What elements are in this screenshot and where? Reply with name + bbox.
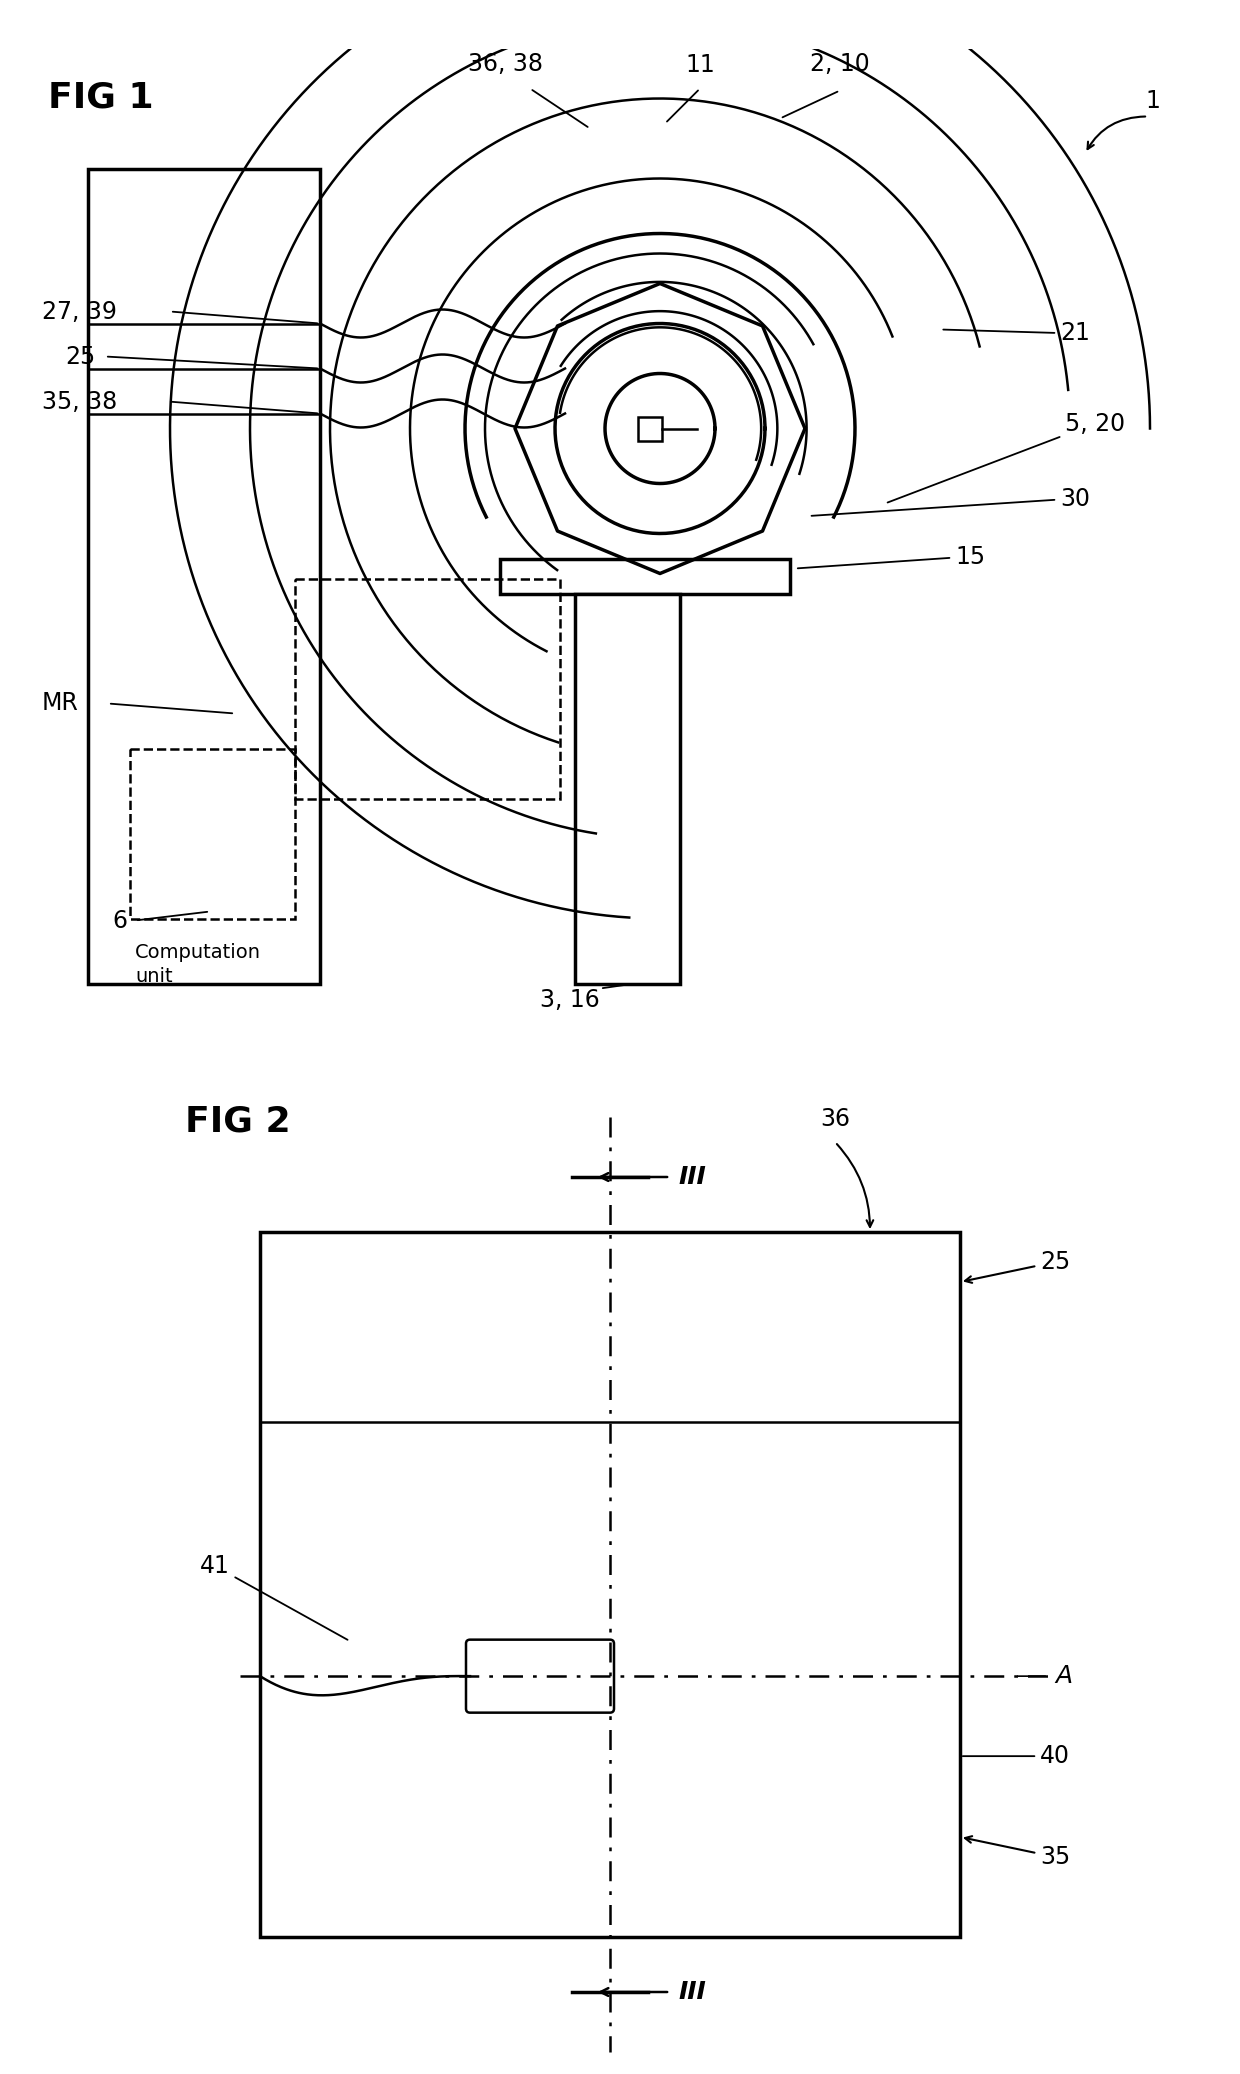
Text: 3, 16: 3, 16 bbox=[541, 989, 600, 1012]
Text: III: III bbox=[678, 1981, 706, 2003]
Text: 27, 39: 27, 39 bbox=[42, 299, 117, 324]
Text: 15: 15 bbox=[797, 545, 985, 568]
Text: 5, 20: 5, 20 bbox=[888, 411, 1125, 502]
Text: MR: MR bbox=[42, 691, 79, 716]
FancyBboxPatch shape bbox=[466, 1641, 614, 1713]
Text: 21: 21 bbox=[944, 321, 1090, 346]
Bar bbox=[88, 168, 320, 983]
Text: 6: 6 bbox=[112, 908, 126, 933]
Text: 11: 11 bbox=[686, 52, 715, 77]
Text: 36: 36 bbox=[820, 1108, 849, 1130]
Text: 30: 30 bbox=[811, 487, 1090, 516]
Text: 36, 38: 36, 38 bbox=[467, 52, 543, 77]
Text: FIG 2: FIG 2 bbox=[185, 1105, 290, 1139]
Bar bbox=[639, 417, 662, 440]
Bar bbox=[130, 749, 295, 919]
Text: 25: 25 bbox=[64, 344, 95, 369]
Text: 35, 38: 35, 38 bbox=[42, 390, 118, 413]
Bar bbox=[295, 579, 560, 798]
Text: FIG 1: FIG 1 bbox=[48, 81, 154, 114]
Text: 35: 35 bbox=[965, 1835, 1070, 1869]
Bar bbox=[575, 593, 680, 983]
Text: 40: 40 bbox=[962, 1744, 1070, 1769]
Text: Computation
unit: Computation unit bbox=[135, 944, 260, 985]
Text: A: A bbox=[1055, 1663, 1073, 1688]
Bar bbox=[500, 558, 790, 593]
Text: 41: 41 bbox=[200, 1553, 347, 1641]
Text: III: III bbox=[678, 1166, 706, 1188]
Text: 1: 1 bbox=[1145, 89, 1159, 112]
Text: 2, 10: 2, 10 bbox=[810, 52, 870, 77]
Text: 25: 25 bbox=[965, 1251, 1070, 1284]
Bar bbox=[260, 1232, 960, 1937]
